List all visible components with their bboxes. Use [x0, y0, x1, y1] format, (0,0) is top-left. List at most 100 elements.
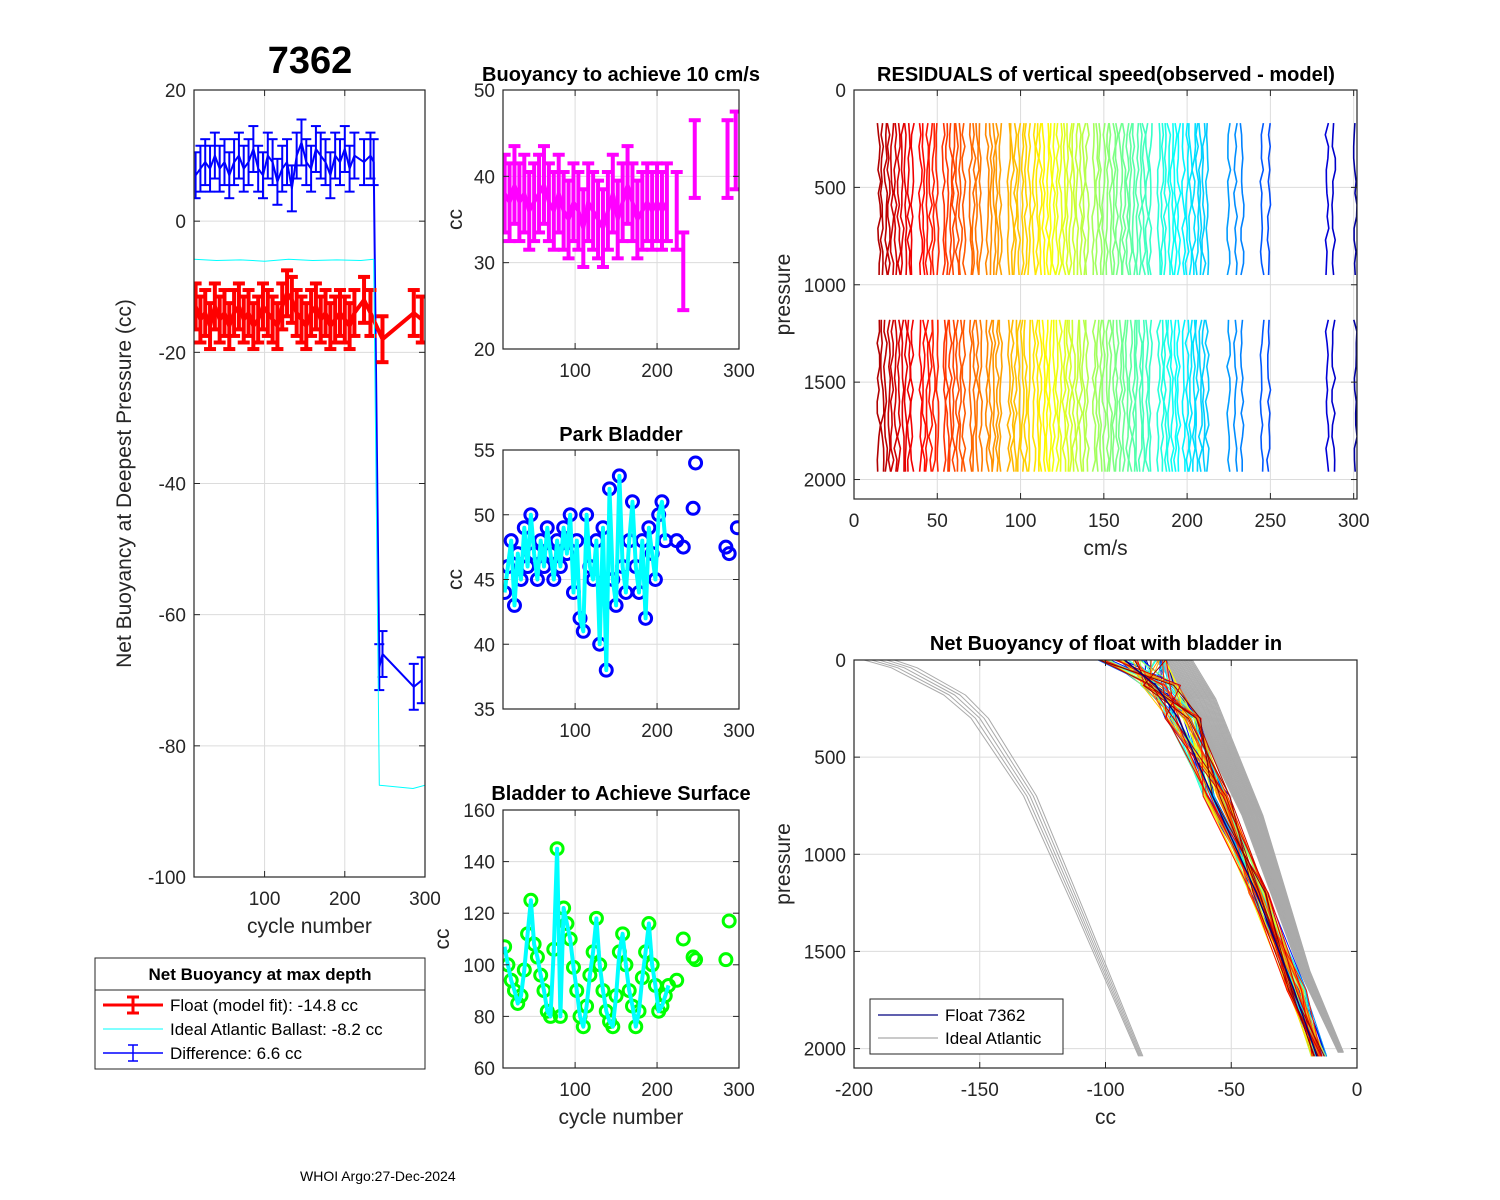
- residual-profile: [909, 319, 915, 472]
- residual-profile: [931, 319, 937, 472]
- residual-profile: [1181, 123, 1186, 276]
- x-tick-label: -200: [835, 1080, 873, 1101]
- y-tick-label: 60: [474, 1059, 495, 1080]
- data-point: [688, 952, 704, 968]
- x-axis-label: cycle number: [247, 915, 372, 938]
- y-tick-label: 1500: [804, 942, 846, 963]
- series-ideal-atlantic-far: [871, 660, 1141, 1057]
- residual-profile: [1169, 319, 1175, 472]
- residual-profile: [1023, 319, 1029, 472]
- residual-profile: [1101, 319, 1107, 472]
- residual-profile: [1138, 122, 1144, 276]
- x-tick-label: 200: [641, 361, 673, 382]
- y-tick-label: 2000: [804, 471, 846, 492]
- y-tick-label: 0: [835, 81, 846, 102]
- x-tick-label: 100: [559, 721, 591, 742]
- residual-profile: [1098, 123, 1103, 276]
- residual-profile: [1019, 319, 1025, 472]
- legend-entry-float: Float (model fit): -14.8 cc: [103, 995, 359, 1015]
- residual-profile: [1162, 123, 1168, 276]
- residual-profile: [1094, 319, 1100, 472]
- x-tick-label: 250: [1255, 511, 1287, 532]
- legend-label-ideal-atlantic: Ideal Atlantic: [945, 1029, 1042, 1048]
- residual-profile: [931, 123, 936, 276]
- residual-profile: [889, 319, 895, 472]
- residual-profile: [991, 319, 997, 472]
- x-tick-label: 200: [641, 1080, 673, 1101]
- residual-profile: [975, 319, 980, 472]
- residual-profile: [944, 123, 950, 276]
- residual-profile: [903, 123, 908, 276]
- residual-profile: [1324, 319, 1330, 472]
- y-tick-label: 40: [474, 167, 495, 188]
- x-tick-label: 150: [1088, 511, 1120, 532]
- residual-profile: [1191, 123, 1197, 276]
- residual-profile: [1128, 319, 1133, 472]
- residual-profile: [1031, 123, 1037, 276]
- residual-profile: [1198, 123, 1203, 276]
- x-tick-label: -150: [961, 1080, 999, 1101]
- y-tick-label: 0: [175, 212, 186, 233]
- error-bar: [677, 230, 690, 313]
- residual-profile: [1081, 122, 1087, 276]
- residual-profile: [906, 319, 912, 472]
- y-tick-label: 30: [474, 254, 495, 275]
- residual-profile: [1352, 123, 1357, 276]
- x-tick-label: 300: [409, 889, 441, 910]
- residual-profile: [958, 319, 964, 472]
- residual-profile: [1041, 123, 1046, 276]
- residual-profile: [917, 123, 924, 276]
- residual-profile: [1169, 123, 1175, 276]
- residual-profile: [948, 123, 954, 276]
- residual-profile: [1141, 122, 1147, 276]
- residual-profile: [1166, 122, 1172, 275]
- residual-profile: [1125, 122, 1130, 276]
- residual-profile: [1173, 319, 1178, 472]
- residual-profile: [1205, 123, 1210, 276]
- x-tick-label: 300: [723, 1080, 755, 1101]
- residual-profile: [1038, 319, 1043, 472]
- residual-profile: [1064, 319, 1070, 472]
- residual-profile: [1160, 319, 1165, 472]
- residual-profile: [1131, 123, 1137, 276]
- residual-profile: [918, 319, 923, 472]
- residual-profile: [978, 123, 984, 276]
- residual-profile: [899, 122, 905, 276]
- error-bar: [348, 288, 361, 338]
- x-axis-label: cc: [1095, 1106, 1116, 1129]
- residual-profile: [961, 319, 967, 472]
- x-tick-label: 0: [1352, 1080, 1363, 1101]
- legend-label-float7362: Float 7362: [945, 1006, 1025, 1025]
- residual-profile: [1094, 123, 1100, 276]
- residual-profile: [1091, 319, 1097, 472]
- residual-profile: [942, 319, 947, 472]
- data-point: [685, 949, 701, 965]
- legend-label-difference: Difference: 6.6 cc: [170, 1044, 302, 1063]
- axes-frame: [502, 809, 740, 1069]
- series-float-profile: [1143, 660, 1319, 1057]
- residual-profile: [1006, 123, 1012, 276]
- plot-data-layer: [194, 118, 425, 789]
- residual-profile: [1027, 123, 1032, 276]
- y-tick-label: 50: [474, 506, 495, 527]
- residual-profile: [1023, 122, 1029, 276]
- series-ideal-atlantic-far: [894, 660, 1144, 1057]
- error-bar: [416, 656, 425, 705]
- residual-profile: [1128, 122, 1133, 276]
- net-buoyancy-profile-legend: Float 7362 Ideal Atlantic: [869, 998, 1064, 1055]
- y-tick-label: 45: [474, 571, 495, 592]
- error-bar: [688, 118, 701, 200]
- y-axis-label: pressure: [772, 254, 795, 336]
- y-tick-label: 20: [474, 340, 495, 361]
- y-tick-label: -100: [148, 868, 186, 889]
- legend-label-float: Float (model fit): -14.8 cc: [170, 996, 359, 1015]
- residual-profile: [1068, 122, 1074, 276]
- residual-profile: [1166, 319, 1172, 472]
- x-tick-label: 300: [1338, 511, 1370, 532]
- series-float-profile: [1103, 660, 1322, 1057]
- residual-profile: [1259, 319, 1265, 472]
- residual-profile: [1020, 123, 1025, 276]
- y-tick-label: 500: [814, 748, 846, 769]
- residual-profile: [968, 123, 974, 276]
